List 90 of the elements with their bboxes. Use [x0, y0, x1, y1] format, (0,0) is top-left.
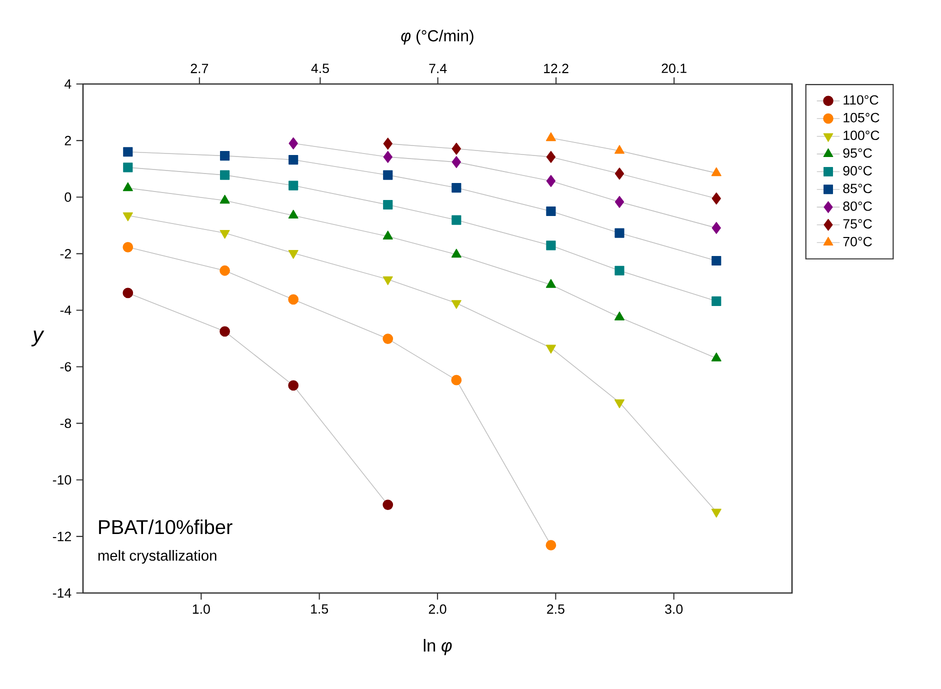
point [382, 276, 393, 286]
x2-tick-label: 7.4 [429, 64, 447, 74]
point [614, 228, 624, 238]
point [220, 194, 230, 204]
x2-axis-title: φ (°C/min) [401, 30, 474, 45]
point [122, 288, 134, 298]
point [383, 150, 392, 163]
point [546, 540, 556, 550]
legend-label: 105°C [844, 112, 880, 122]
x2-tick-label: 4.5 [311, 64, 329, 74]
y-axis-title: y [31, 330, 44, 346]
point [452, 156, 462, 168]
point [220, 265, 230, 276]
x-tick-label: 2.5 [547, 604, 564, 614]
x2-tick-label: 2.7 [190, 64, 208, 74]
point [711, 352, 722, 362]
point [614, 196, 624, 208]
legend-label: 70°C [843, 236, 872, 246]
x-tick-label: 3.0 [665, 604, 683, 614]
point [546, 132, 556, 142]
x-tick-label: 1.0 [192, 604, 210, 614]
point [122, 212, 133, 222]
point [614, 312, 624, 320]
point [383, 200, 393, 210]
point [220, 170, 230, 180]
point [288, 154, 298, 165]
point [546, 279, 556, 288]
y-tick-label: 0 [64, 192, 72, 202]
point [452, 215, 462, 225]
point [288, 210, 298, 219]
y-tick-label: 4 [64, 79, 72, 89]
point [220, 326, 230, 337]
point [546, 150, 556, 163]
legend-label: 95°C [843, 148, 872, 158]
y-tick-label: -12 [52, 532, 71, 542]
point [220, 230, 230, 239]
point [122, 242, 134, 252]
x2-tick-label: 12.2 [544, 64, 568, 74]
y-tick-label: -14 [52, 588, 72, 598]
point [382, 500, 394, 510]
point [614, 145, 624, 154]
point [546, 174, 556, 187]
point [546, 344, 556, 354]
point [452, 182, 462, 193]
point [288, 137, 298, 150]
point [712, 192, 721, 205]
x-tick-label: 1.5 [311, 604, 328, 614]
point [546, 206, 556, 216]
y-tick-label: 2 [64, 136, 71, 146]
point [288, 180, 298, 190]
legend-label: 85°C [843, 184, 872, 194]
y-tick-label: -6 [60, 362, 72, 372]
point [220, 151, 230, 161]
x2-tick-label: 20.1 [662, 64, 686, 74]
point [614, 266, 624, 276]
point [383, 138, 392, 150]
point [383, 170, 393, 180]
y-tick-label: -4 [60, 306, 72, 315]
annotation: PBAT/10%fiber [99, 519, 232, 534]
y-tick-label: -8 [60, 418, 72, 428]
x-tick-label: 2.0 [428, 604, 446, 614]
point [451, 300, 462, 309]
point [288, 380, 299, 391]
point [711, 167, 722, 176]
point [712, 296, 722, 306]
point [382, 334, 394, 344]
point [614, 399, 624, 408]
point [122, 182, 133, 192]
point [382, 230, 393, 240]
point [288, 294, 299, 305]
x-axis-title: ln φ [424, 638, 452, 656]
point [711, 508, 722, 518]
point [712, 222, 721, 234]
legend-label: 90°C [843, 166, 872, 176]
y-tick-label: -10 [52, 475, 72, 485]
point [614, 168, 624, 180]
legend-label: 100°C [844, 130, 880, 140]
point [546, 240, 556, 250]
point [452, 142, 462, 155]
point [451, 374, 462, 386]
legend-label: 110°C [844, 95, 878, 105]
point [712, 256, 722, 266]
point [123, 147, 133, 157]
legend-label: 75°C [843, 219, 872, 229]
annotation: melt crystallization [98, 550, 216, 564]
point [123, 162, 133, 172]
y-tick-label: -2 [60, 249, 71, 258]
point [288, 250, 298, 259]
point [451, 248, 462, 258]
legend-label: 80°C [843, 201, 872, 211]
